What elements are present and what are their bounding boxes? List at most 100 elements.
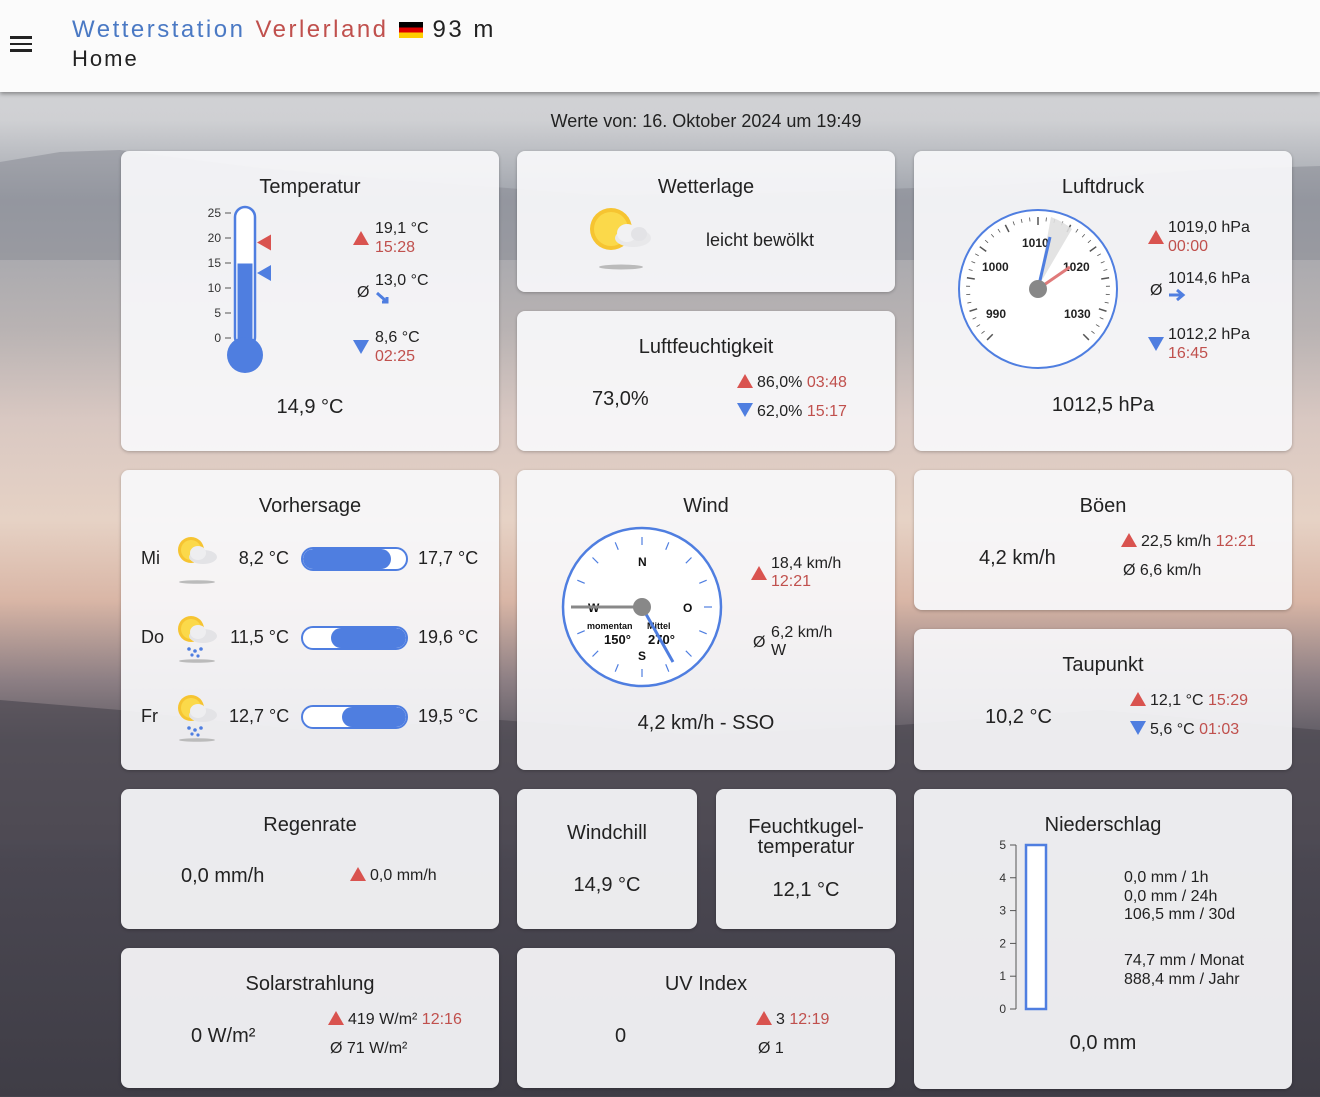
forecast-day: Do (141, 627, 165, 647)
max-arrow-icon (756, 1011, 772, 1025)
forecast-min: 12,7 °C (229, 706, 290, 726)
precipitation-card[interactable]: Niederschlag 5 4 3 2 1 0 0,0 mm / 1h 0,0 mm /… (914, 789, 1292, 1089)
pressure-card[interactable]: Luftdruck 990 1000 1010 1020 1030 1019,0… (914, 151, 1292, 451)
svg-text:990: 990 (986, 307, 1006, 321)
precipitation-scale-label: 5 (999, 838, 1006, 852)
wind-max: 18,4 km/h 12:21 (751, 555, 841, 591)
max-arrow-icon (353, 231, 369, 245)
humidity-current: 73,0% (592, 388, 649, 410)
uv-title: UV Index (664, 973, 748, 995)
wetbulb-value: 12,1 °C (772, 879, 840, 901)
forecast-range-fill (342, 707, 406, 727)
cloud-rain-sun-icon (178, 695, 217, 742)
dewpoint-card[interactable]: Taupunkt 10,2 °C 12,1 °C 15:29 5,6 °C 01… (914, 629, 1292, 770)
partly-cloudy-icon (590, 208, 651, 270)
max-arrow-icon (328, 1011, 344, 1025)
pressure-title: Luftdruck (1061, 176, 1145, 198)
wind-current: 4,2 km/h - SSO (637, 712, 775, 734)
max-arrow-icon (1148, 230, 1164, 244)
dewpoint-title: Taupunkt (1062, 654, 1144, 676)
thermometer-gauge: 25 20 15 10 5 0 (208, 205, 271, 373)
thermometer-scale-label: 25 (208, 206, 222, 220)
windchill-card[interactable]: Windchill 14,9 °C (517, 789, 697, 929)
precipitation-scale-label: 0 (999, 1002, 1006, 1016)
humidity-card[interactable]: Luftfeuchtigkeit 73,0% 86,0% 03:48 62,0%… (517, 311, 895, 451)
hamburger-menu-icon[interactable] (10, 36, 32, 52)
station-title: Wetterstation Verlerland 93 m (72, 16, 496, 44)
uv-card[interactable]: UV Index 0 3 12:19 Ø 1 (517, 948, 895, 1088)
max-arrow-icon (350, 867, 366, 881)
forecast-max: 19,6 °C (418, 627, 479, 647)
wind-card[interactable]: Wind N O S W momentan Mittel 150° 270° 1… (517, 470, 895, 770)
uv-current: 0 (615, 1025, 627, 1047)
thermometer-scale-label: 0 (214, 331, 221, 345)
trend-down-arrow-icon (376, 291, 389, 304)
svg-text:O: O (683, 601, 692, 615)
weather-card[interactable]: Wetterlage leicht bewölkt (517, 151, 895, 292)
max-arrow-icon (1130, 692, 1146, 706)
pressure-max: 1019,0 hPa 00:00 (1148, 218, 1250, 256)
min-arrow-icon (1148, 337, 1164, 351)
solar-current: 0 W/m² (191, 1025, 256, 1047)
gusts-current: 4,2 km/h (979, 547, 1056, 569)
precipitation-scale-label: 3 (999, 904, 1006, 918)
barometer-gauge: 990 1000 1010 1020 1030 (958, 209, 1118, 369)
svg-text:1010: 1010 (1022, 236, 1049, 250)
temperature-avg: Ø 13,0 °C (357, 271, 429, 311)
station-prefix: Wetterstation (72, 16, 246, 43)
pressure-avg: Ø 1014,6 hPa (1150, 269, 1250, 307)
precipitation-current: 0,0 mm (1069, 1032, 1137, 1054)
wetbulb-card[interactable]: Feuchtkugel- temperatur 12,1 °C (716, 789, 896, 929)
forecast-card[interactable]: Vorhersage Mi 8,2 °C 17,7 °C Do 11,5 °C 19,6 … (121, 470, 499, 770)
min-arrow-icon (353, 340, 369, 354)
station-name: Verlerland (255, 16, 389, 43)
solar-card[interactable]: Solarstrahlung 0 W/m² 419 W/m² 12:16 Ø 7… (121, 948, 499, 1088)
svg-text:S: S (638, 649, 646, 663)
precipitation-scale-label: 1 (999, 969, 1006, 983)
svg-text:momentan: momentan (587, 621, 633, 631)
forecast-day: Fr (141, 706, 158, 726)
forecast-min: 11,5 °C (230, 627, 289, 647)
solar-max: 419 W/m² 12:16 (328, 1011, 462, 1029)
precipitation-scale-label: 2 (999, 936, 1006, 950)
weather-title: Wetterlage (657, 176, 755, 198)
wind-compass: N O S W momentan Mittel 150° 270° (561, 526, 723, 688)
temperature-card[interactable]: Temperatur 25 20 15 10 5 0 19,1 °C 15:28 Ø 13… (121, 151, 499, 451)
germany-flag-icon (398, 22, 423, 38)
station-altitude: 93 m (432, 16, 496, 43)
forecast-title: Vorhersage (258, 495, 362, 517)
svg-text:1030: 1030 (1064, 307, 1091, 321)
min-arrow-icon (1130, 721, 1146, 735)
forecast-max: 17,7 °C (418, 548, 479, 568)
forecast-range-bar (301, 626, 408, 650)
thermometer-scale-label: 15 (208, 256, 222, 270)
forecast-range-bar (301, 705, 408, 729)
min-arrow-icon (737, 403, 753, 417)
forecast-max: 19,5 °C (418, 706, 479, 726)
precipitation-summary-long: 74,7 mm / Monat 888,4 mm / Jahr (1124, 952, 1245, 988)
weather-description: leicht bewölkt (706, 230, 815, 250)
rainrate-current: 0,0 mm/h (181, 865, 265, 887)
solar-title: Solarstrahlung (245, 973, 375, 995)
rainrate-card[interactable]: Regenrate 0,0 mm/h 0,0 mm/h (121, 789, 499, 929)
forecast-min: 8,2 °C (238, 548, 289, 568)
humidity-min: 62,0% 15:17 (737, 403, 847, 421)
trend-right-arrow-icon (1169, 288, 1186, 302)
gusts-avg: Ø 6,6 km/h (1123, 562, 1202, 579)
pressure-min: 1012,2 hPa 16:45 (1148, 325, 1250, 363)
forecast-range-bar (301, 547, 408, 571)
svg-text:1000: 1000 (982, 260, 1009, 274)
precipitation-summary: 0,0 mm / 1h 0,0 mm / 24h 106,5 mm / 30d (1124, 869, 1236, 923)
max-arrow-icon (1121, 533, 1137, 547)
max-arrow-icon (737, 374, 753, 388)
forecast-range-fill (303, 549, 391, 569)
data-timestamp: Werte von: 16. Oktober 2024 um 19:49 (550, 111, 862, 131)
pressure-current: 1012,5 hPa (1051, 394, 1155, 416)
humidity-max: 86,0% 03:48 (737, 374, 847, 392)
windchill-value: 14,9 °C (573, 874, 641, 896)
gusts-card[interactable]: Böen 4,2 km/h 22,5 km/h 12:21 Ø 6,6 km/h (914, 470, 1292, 610)
max-arrow-icon (751, 566, 767, 580)
temperature-current: 14,9 °C (276, 396, 344, 418)
thermometer-scale-label: 20 (208, 231, 222, 245)
uv-max: 3 12:19 (756, 1011, 829, 1029)
